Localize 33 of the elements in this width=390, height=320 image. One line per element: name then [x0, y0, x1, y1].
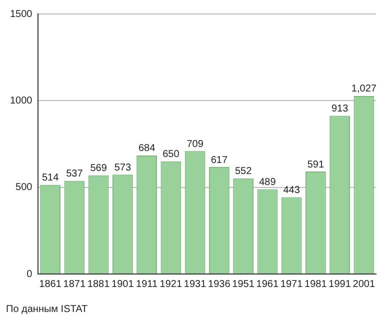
data-label: 537 — [66, 168, 84, 180]
x-tick-label: 1991 — [328, 278, 352, 290]
x-tick-label: 1936 — [208, 278, 231, 290]
data-label: 443 — [283, 184, 300, 196]
x-tick-label: 1881 — [87, 278, 110, 290]
data-label: 617 — [210, 154, 228, 166]
data-label: 1,027 — [351, 84, 377, 95]
x-tick-label: 1901 — [112, 278, 134, 290]
data-label: 489 — [259, 176, 276, 188]
y-tick-label: 500 — [16, 182, 33, 194]
x-tick-label: 2001 — [352, 278, 376, 290]
data-label: 552 — [234, 166, 252, 178]
x-tick-label: 1871 — [63, 278, 86, 290]
data-label: 709 — [186, 138, 204, 150]
data-label: 573 — [114, 162, 132, 174]
y-tick-label: 1000 — [10, 95, 33, 106]
x-tick-label: 1951 — [232, 278, 255, 290]
data-label: 591 — [307, 159, 324, 170]
y-tick-label: 0 — [26, 268, 33, 280]
x-tick-label: 1911 — [136, 278, 158, 290]
x-tick-label: 1981 — [304, 278, 328, 290]
y-tick-label: 1500 — [10, 8, 33, 20]
data-label: 913 — [331, 103, 349, 114]
data-label: 569 — [90, 163, 108, 174]
x-tick-label: 1861 — [39, 278, 62, 290]
x-tick-label: 1921 — [160, 278, 182, 290]
x-tick-label: 1931 — [184, 278, 207, 290]
data-label: 684 — [138, 143, 156, 154]
x-tick-label: 1971 — [280, 278, 304, 290]
data-label: 650 — [162, 149, 180, 160]
text: По данным ISTAT — [6, 304, 88, 315]
data-label: 514 — [42, 172, 60, 184]
x-tick-label: 1961 — [256, 278, 279, 290]
